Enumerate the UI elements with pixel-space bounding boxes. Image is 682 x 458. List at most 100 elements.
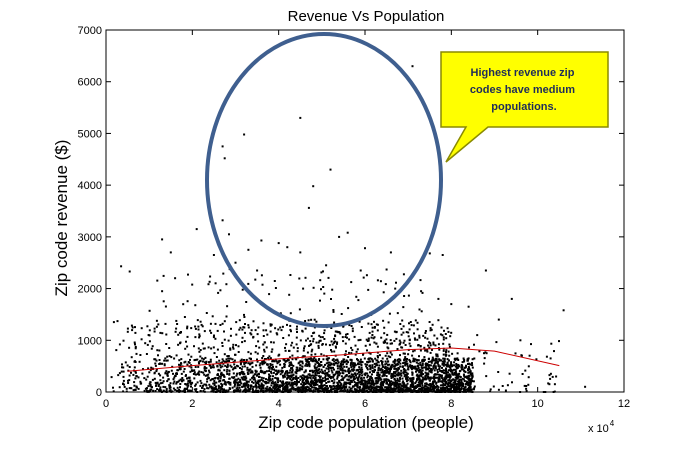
data-point [251,389,254,391]
data-point [437,377,440,380]
data-point [545,355,548,358]
data-point [277,381,279,384]
data-point [262,335,265,337]
data-point [358,368,361,371]
data-point [311,386,314,389]
data-point [220,373,222,376]
data-point [454,372,457,375]
data-point [335,389,338,392]
data-point [307,376,310,379]
data-point [220,382,223,385]
data-point [291,385,294,388]
data-point [190,364,193,367]
data-point [145,389,148,392]
x-axis-label: Zip code population (people) [258,413,473,432]
data-point [353,335,356,338]
data-point [241,390,244,393]
data-point [423,356,426,359]
data-point [268,367,271,370]
data-point [282,384,284,387]
data-point [309,388,312,391]
data-point [305,360,308,362]
data-point [452,386,454,388]
data-point [401,381,404,384]
data-point [168,389,171,392]
data-point [155,359,158,362]
data-point [191,283,194,286]
data-point [551,375,554,378]
data-point [239,326,242,329]
data-point [386,363,389,366]
data-point [233,390,236,393]
data-point [420,372,423,375]
data-point [422,358,425,361]
data-point [286,386,289,389]
data-point [381,362,384,365]
data-point [434,359,436,362]
data-point [264,387,267,390]
data-point [262,322,265,325]
data-point [284,388,286,391]
data-point [148,329,151,332]
annotation-layer: Highest revenue zip codes have medium po… [205,32,609,328]
data-point [464,371,467,373]
data-point [367,386,370,389]
data-point [437,379,440,382]
data-point [385,389,388,392]
data-point [355,350,358,353]
data-point [313,382,316,385]
data-point [162,376,165,379]
data-point [340,366,343,369]
data-point [322,387,325,390]
data-point [226,368,229,371]
data-point [352,365,355,368]
data-point [258,346,261,349]
data-point [440,370,443,372]
data-point [355,295,358,298]
data-point [301,362,304,365]
data-point [193,388,196,391]
data-point [241,328,244,331]
data-point [367,361,370,364]
data-point [140,338,143,341]
data-point [282,387,285,390]
data-point [346,382,349,385]
data-point [279,386,282,389]
data-point [547,382,550,385]
data-point [143,377,146,380]
data-point [312,286,315,289]
data-point [209,379,212,382]
data-point [239,359,242,362]
data-point [463,380,466,382]
data-point [302,349,305,352]
data-point [433,362,436,365]
data-point [286,377,289,380]
data-point [218,369,221,372]
data-point [416,375,419,378]
data-point [349,389,352,392]
data-point [433,369,436,372]
data-point [373,387,376,390]
data-point [183,316,186,318]
data-point [331,288,334,291]
data-point [318,375,321,378]
data-point [454,383,457,386]
data-point [473,387,476,390]
data-point [530,343,532,346]
data-point [338,381,341,384]
data-point [273,388,276,391]
data-point [392,365,395,368]
data-point [456,352,459,355]
data-point [397,383,400,386]
data-point [218,380,221,383]
data-point [208,361,211,364]
data-point [403,385,406,388]
data-point [238,372,241,374]
data-point [318,334,321,337]
data-point [198,333,201,336]
data-point [139,354,142,356]
data-point [350,358,353,361]
data-point [484,269,487,272]
data-point [320,368,323,371]
data-point [331,371,334,374]
